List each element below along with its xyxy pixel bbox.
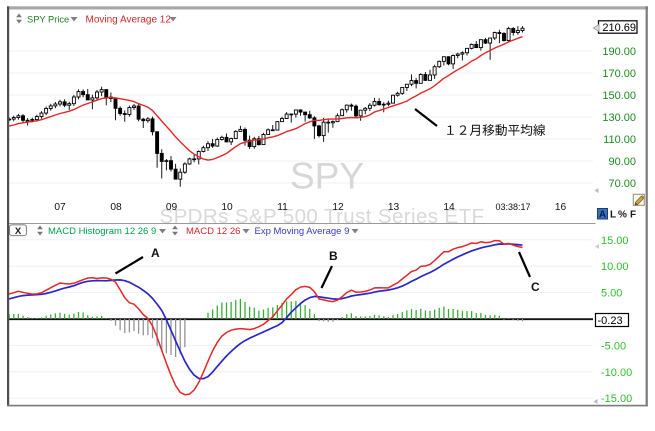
svg-text:14: 14 <box>443 202 455 213</box>
svg-text:150.00: 150.00 <box>602 90 636 102</box>
svg-text:210.69: 210.69 <box>602 22 636 34</box>
svg-text:90.00: 90.00 <box>608 156 636 168</box>
svg-text:12: 12 <box>332 202 344 213</box>
svg-text:X: X <box>15 226 22 237</box>
svg-text:A: A <box>151 246 160 260</box>
svg-text:A: A <box>599 210 606 221</box>
svg-text:-10.00: -10.00 <box>601 367 632 379</box>
svg-text:MACD Histogram 12 26 9: MACD Histogram 12 26 9 <box>48 226 156 237</box>
svg-text:03:38:17: 03:38:17 <box>495 202 530 212</box>
svg-text:130.00: 130.00 <box>602 112 636 124</box>
svg-text:11: 11 <box>277 202 288 213</box>
svg-text:%: % <box>618 210 627 221</box>
svg-text:5.00: 5.00 <box>601 288 622 300</box>
svg-text:SPY Price: SPY Price <box>27 14 69 24</box>
svg-text:70.00: 70.00 <box>608 178 636 190</box>
svg-text:08: 08 <box>110 202 122 213</box>
svg-text:Moving Average 12: Moving Average 12 <box>86 14 172 25</box>
svg-text:Exp Moving Average 9: Exp Moving Average 9 <box>255 226 350 237</box>
svg-text:C: C <box>531 280 540 294</box>
svg-text:07: 07 <box>54 202 66 213</box>
svg-text:MACD 12 26: MACD 12 26 <box>186 226 240 237</box>
svg-text:-15.00: -15.00 <box>601 393 632 405</box>
svg-text:-0.23: -0.23 <box>598 315 623 327</box>
svg-text:190.00: 190.00 <box>602 46 636 58</box>
svg-text:L: L <box>610 210 616 221</box>
svg-text:13: 13 <box>388 202 400 213</box>
svg-text:F: F <box>630 210 636 221</box>
svg-text:-5.00: -5.00 <box>601 340 626 352</box>
svg-text:15.00: 15.00 <box>601 235 629 247</box>
svg-text:SPY: SPY <box>290 156 364 197</box>
svg-text:10.00: 10.00 <box>601 261 629 273</box>
svg-text:10: 10 <box>221 202 233 213</box>
svg-text:09: 09 <box>166 202 178 213</box>
svg-text:110.00: 110.00 <box>603 134 636 146</box>
svg-text:SPDRs S&P 500 Trust Series ETF: SPDRs S&P 500 Trust Series ETF <box>160 205 485 228</box>
svg-text:16: 16 <box>555 202 567 213</box>
svg-text:170.00: 170.00 <box>602 68 636 80</box>
svg-text:B: B <box>329 249 338 263</box>
